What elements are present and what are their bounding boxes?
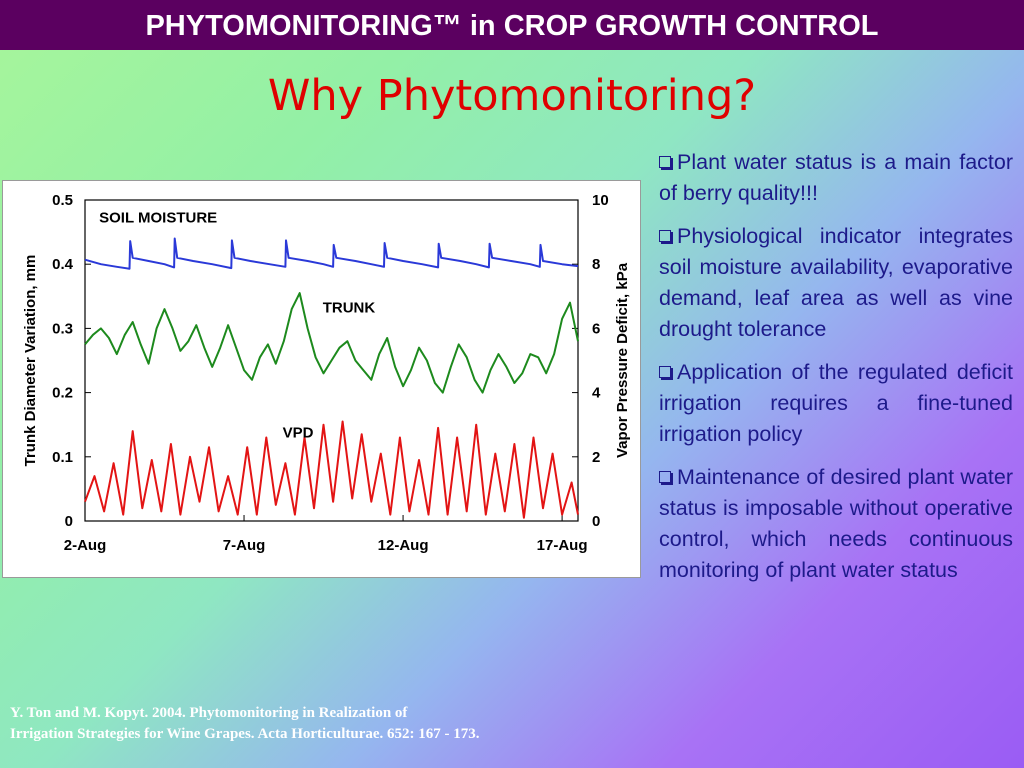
x-tick-label: 2-Aug [64, 537, 107, 554]
reference-line-1: Y. Ton and M. Kopyt. 2004. Phytomonitori… [10, 705, 408, 721]
bullet-item: Plant water status is a main factor of b… [659, 147, 1013, 209]
page-title: Why Phytomonitoring? [267, 71, 757, 121]
y-tick-label: 0.4 [52, 256, 74, 273]
y-right-tick-label: 6 [592, 320, 600, 337]
plot-frame [84, 199, 579, 522]
bullet-text: Application of the regulated deficit irr… [659, 360, 1013, 446]
reference-line-2: Irrigation Strategies for Wine Grapes. A… [10, 726, 480, 742]
bullet-item: Application of the regulated deficit irr… [659, 357, 1013, 450]
vpd-line [84, 420, 579, 519]
y-right-tick-label: 10 [592, 192, 609, 209]
y-right-axis-title: Vapor Pressure Deficit, kPa [614, 262, 631, 458]
y-tick-label: 0 [65, 513, 73, 530]
bullet-item: Physiological indicator integrates soil … [659, 221, 1013, 345]
checkbox-bullet-icon [659, 366, 671, 378]
line-chart: 0 0.1 0.2 0.3 0.4 0.5 0 2 4 6 8 10 2-Aug 7-Aug 12-Aug 1… [22, 192, 631, 554]
series-annotation: SOIL MOISTURE [99, 209, 217, 226]
y-right-tick-label: 4 [592, 385, 601, 402]
reference-citation: Y. Ton and M. Kopyt. 2004. Phytomonitori… [10, 703, 610, 745]
checkbox-bullet-icon [659, 230, 671, 242]
checkbox-bullet-icon [659, 471, 671, 483]
soil-moisture-line [84, 237, 579, 270]
x-tick-label: 7-Aug [223, 537, 266, 554]
x-tick-label: 17-Aug [537, 537, 588, 554]
bullet-text: Maintenance of desired plant water statu… [659, 465, 1013, 582]
bullet-text: Physiological indicator integrates soil … [659, 224, 1013, 341]
chart-panel: 0 0.1 0.2 0.3 0.4 0.5 0 2 4 6 8 10 2-Aug 7-Aug 12-Aug 1… [2, 180, 641, 578]
series-annotation: TRUNK [323, 299, 376, 316]
y-tick-label: 0.2 [52, 385, 73, 402]
bullet-list: Plant water status is a main factor of b… [659, 147, 1013, 586]
header-banner: PHYTOMONITORING™ in CROP GROWTH CONTROL [0, 0, 1024, 50]
y-tick-label: 0.3 [52, 320, 73, 337]
checkbox-bullet-icon [659, 156, 671, 168]
bullet-item: Maintenance of desired plant water statu… [659, 462, 1013, 586]
y-right-tick-label: 2 [592, 449, 600, 466]
trunk-line [84, 292, 579, 394]
y-right-tick-label: 8 [592, 256, 600, 273]
series-annotation: VPD [283, 425, 314, 442]
y-tick-label: 0.1 [52, 449, 73, 466]
y-axis-title: Trunk Diameter Variation, mm [22, 255, 39, 467]
y-tick-label: 0.5 [52, 192, 73, 209]
bullet-text: Plant water status is a main factor of b… [659, 150, 1013, 205]
x-tick-label: 12-Aug [378, 537, 429, 554]
y-right-tick-label: 0 [592, 513, 600, 530]
